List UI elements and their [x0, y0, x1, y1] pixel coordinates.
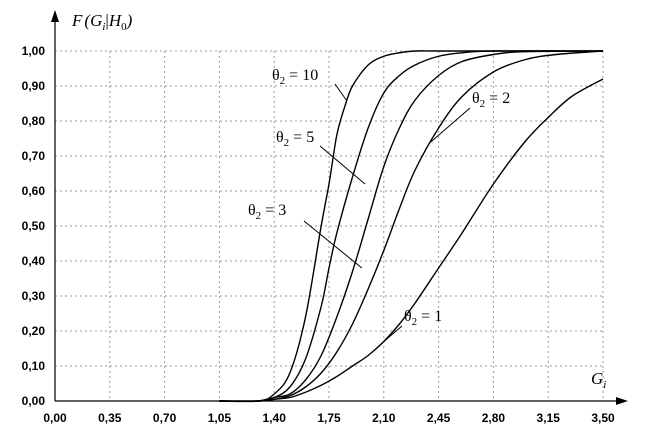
x-tick-label: 2,10	[372, 411, 396, 425]
y-tick-label: 0,70	[22, 149, 46, 163]
y-tick-label: 0,40	[22, 254, 46, 268]
x-axis-arrow	[616, 397, 628, 405]
curve-label-leader	[334, 83, 347, 101]
y-tick-label: 0,50	[22, 219, 46, 233]
x-tick-label: 0,35	[98, 411, 122, 425]
axes	[51, 10, 628, 405]
y-tick-label: 0,80	[22, 114, 46, 128]
x-tick-label: 0,70	[153, 411, 177, 425]
y-tick-label: 0,60	[22, 184, 46, 198]
y-tick-label: 1,00	[22, 44, 46, 58]
tick-labels: 0,00 0,35 0,70 1,05 1,40 1,75 2,10 2,45 2,80 3,15…	[22, 44, 615, 425]
x-tick-label: 1,75	[317, 411, 341, 425]
curve-label-leader	[303, 220, 363, 269]
y-tick-label: 0,00	[22, 394, 46, 408]
curve-label: θ2 = 2	[472, 90, 510, 110]
grid	[55, 50, 604, 401]
curve-label: θ2 = 3	[248, 202, 286, 222]
series-line-theta1	[219, 78, 604, 402]
y-axis-arrow	[51, 10, 59, 22]
curve-label: θ2 = 1	[404, 308, 442, 328]
curve-label-leader	[430, 107, 471, 143]
series-line-theta3	[219, 50, 604, 402]
curve-labels: θ2 = 10 θ2 = 5 θ2 = 3 θ2 = 2 θ2 = 1	[248, 67, 510, 342]
x-tick-label: 1,40	[263, 411, 287, 425]
series-line-theta2	[219, 50, 604, 402]
y-tick-label: 0,30	[22, 289, 46, 303]
x-tick-label: 3,15	[537, 411, 561, 425]
y-tick-label: 0,90	[22, 79, 46, 93]
y-tick-label: 0,20	[22, 324, 46, 338]
y-axis-label: F (Gi|H0)	[71, 11, 133, 33]
y-tick-label: 0,10	[22, 359, 46, 373]
curve-label: θ2 = 10	[272, 67, 318, 87]
x-tick-label: 1,05	[208, 411, 232, 425]
x-tick-label: 0,00	[43, 411, 67, 425]
x-tick-label: 3,50	[591, 411, 615, 425]
x-tick-label: 2,80	[482, 411, 506, 425]
x-tick-label: 2,45	[427, 411, 451, 425]
curve-label: θ2 = 5	[276, 129, 314, 149]
x-axis-label: Gi	[591, 369, 606, 391]
curve-label-leader	[319, 145, 366, 185]
series-line-theta10	[219, 50, 603, 403]
curve-label-leader	[383, 325, 403, 342]
